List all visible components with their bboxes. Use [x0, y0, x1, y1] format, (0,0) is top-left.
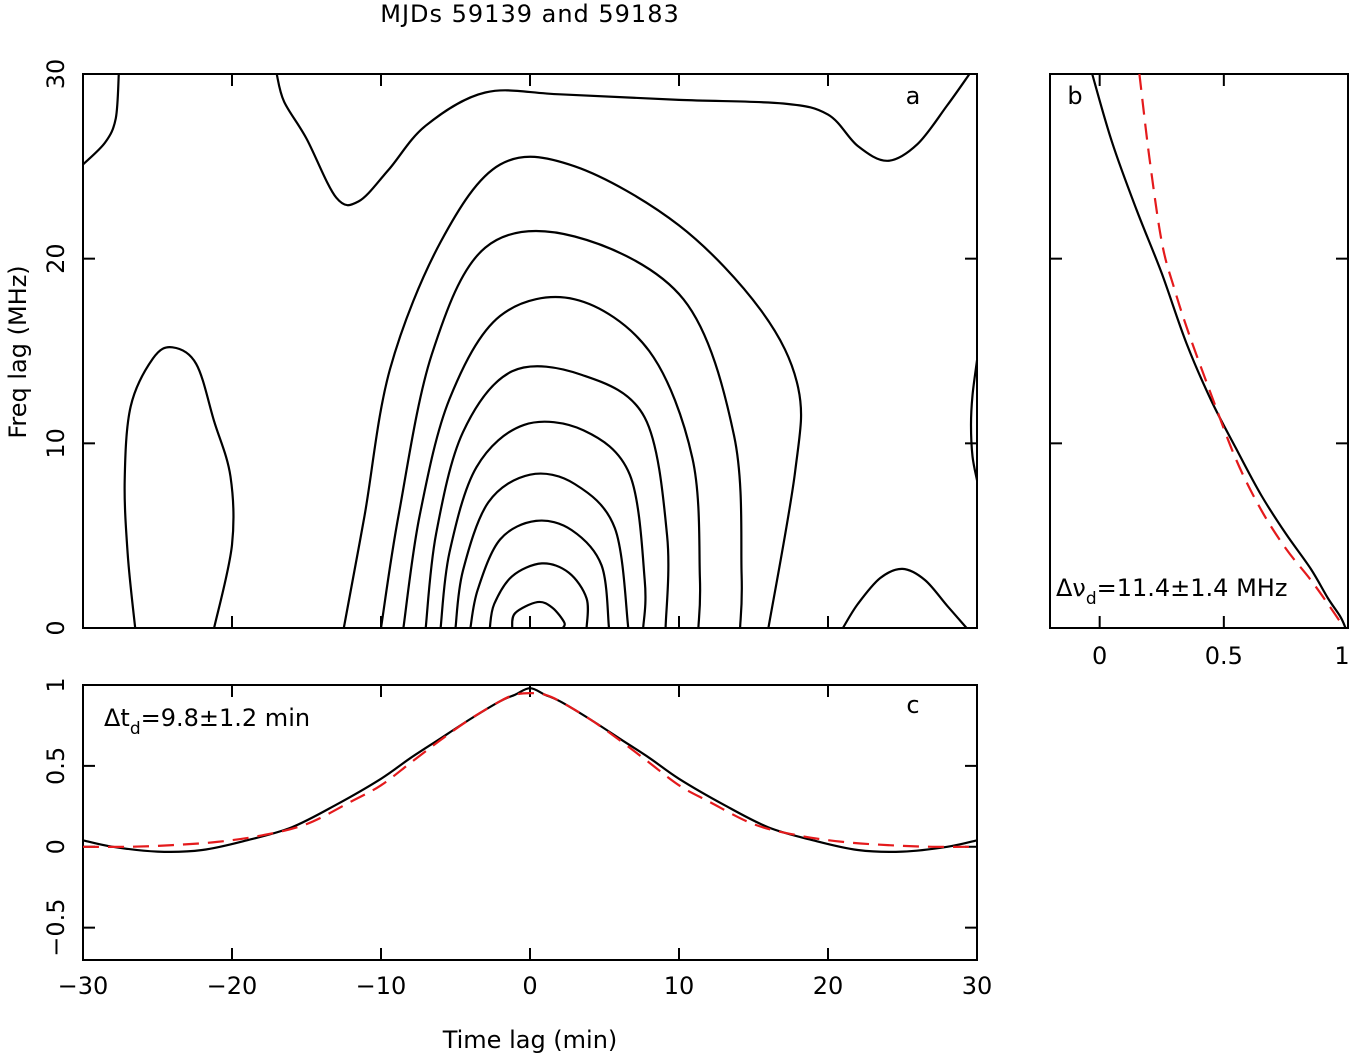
contour-line: [511, 600, 566, 629]
panel-b-annotation: Δνd=11.4±1.4 MHz: [1056, 574, 1287, 609]
panel-a-ytick-label: 10: [42, 428, 70, 459]
panel-b-annotation-subscript: d: [1086, 589, 1097, 609]
panel-b-lines: [1091, 73, 1347, 629]
panel-b-annotation-symbol: Δν: [1056, 574, 1086, 602]
contour-line: [424, 365, 670, 629]
contour-island: [123, 346, 235, 629]
contour-island: [969, 360, 979, 481]
contour-line: [454, 472, 630, 629]
contour-line: [402, 296, 702, 629]
contour-island: [841, 567, 968, 629]
contour-line: [342, 155, 803, 629]
panel-b-annotation-value: =11.4±1.4 MHz: [1097, 574, 1288, 602]
panel-c-xtick-label: 0: [522, 972, 537, 1000]
panel-c-ytick-label: −0.5: [42, 899, 70, 957]
panel-a-ylabel: Freq lag (MHz): [4, 265, 32, 438]
panel-c-annotation-subscript: d: [130, 719, 141, 739]
contour-line: [439, 420, 647, 629]
panel-c-xtick-label: 30: [962, 972, 993, 1000]
panel-a-ytick-label: 20: [42, 243, 70, 274]
panel-c-xtick-label: −20: [207, 972, 258, 1000]
panel-b-xtick-label: 1: [1334, 642, 1349, 670]
panel-c-xtick-label: −30: [58, 972, 109, 1000]
panel-c-lines: [82, 687, 978, 853]
panel-b-fit-line: [1138, 73, 1344, 627]
panel-b-frame: [1049, 73, 1349, 629]
panel-c-xtick-label: 20: [813, 972, 844, 1000]
panel-c-xlabel: Time lag (min): [442, 1026, 618, 1054]
contour-line: [488, 562, 590, 629]
panel-c-annotation-symbol: Δt: [104, 704, 130, 732]
contour-line: [469, 519, 611, 629]
contour-line: [82, 73, 120, 166]
panel-a-contours: [82, 73, 979, 629]
figure-title: MJDs 59139 and 59183: [380, 0, 680, 28]
panel-b-data-line: [1091, 73, 1347, 629]
panel-c-data-line: [82, 687, 978, 853]
panel-c-ytick-label: 1: [42, 677, 70, 692]
panel-a-ytick-label: 30: [42, 59, 70, 90]
panel-b-xtick-label: 0.5: [1205, 642, 1243, 670]
panel-c: −30 −20 −10 0 10 20 30 −0.5 0 0.5 1 c Δtd=9.8±1.2 …: [42, 677, 992, 1054]
panel-c-annotation-value: =9.8±1.2 min: [141, 704, 310, 732]
panel-b-ticks: 0 0.5 1: [1050, 73, 1350, 670]
panel-c-xtick-label: 10: [664, 972, 695, 1000]
panel-b-xtick-label: 0: [1092, 642, 1107, 670]
panel-a: 0 10 20 30 a Freq lag (MHz): [4, 59, 979, 636]
panel-c-xtick-label: −10: [356, 972, 407, 1000]
panel-c-ytick-label: 0.5: [42, 747, 70, 785]
contour-line: [275, 73, 971, 207]
panel-c-ytick-label: 0: [42, 839, 70, 854]
panel-c-label: c: [906, 691, 919, 719]
panel-b: 0 0.5 1 b Δνd=11.4±1.4 MHz: [1049, 73, 1350, 670]
contour-line: [379, 229, 743, 629]
panel-b-label: b: [1067, 82, 1082, 110]
panel-c-ticks: −30 −20 −10 0 10 20 30 −0.5 0 0.5 1: [42, 677, 992, 1000]
panel-a-label: a: [906, 82, 921, 110]
panel-c-fit-line: [82, 691, 978, 848]
panel-c-annotation: Δtd=9.8±1.2 min: [104, 704, 310, 739]
panel-a-ticks: 0 10 20 30: [42, 59, 978, 636]
panel-a-ytick-label: 0: [42, 620, 70, 635]
